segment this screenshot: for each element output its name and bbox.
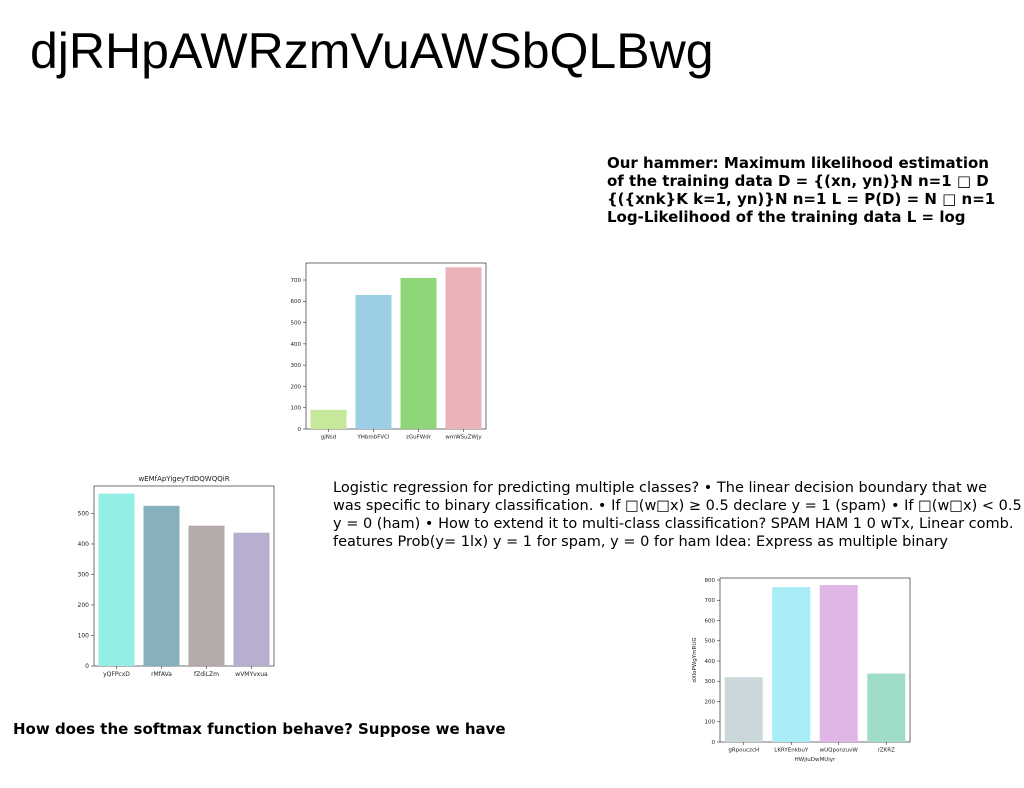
y-tick-label: 600 xyxy=(705,618,716,624)
mle-line-4: Log-Likelihood of the training data L = … xyxy=(607,208,966,226)
y-axis-label: dXloPWgYmRUG xyxy=(692,637,698,682)
y-tick-label: 700 xyxy=(291,278,302,284)
x-tick-label: wVMYvxua xyxy=(235,671,268,678)
bar-wVMYvxua xyxy=(233,532,270,666)
logistic-line-2: was specific to binary classification. •… xyxy=(333,498,1022,514)
mle-line-3: {({xnk}K k=1, yn)}N n=1 L = P(D) = N □ n… xyxy=(607,190,996,208)
y-tick-label: 200 xyxy=(705,699,716,705)
mle-text-block: Our hammer: Maximum likelihood estimatio… xyxy=(607,154,1024,226)
y-tick-label: 200 xyxy=(291,384,302,390)
bar-chart-left: 0 100 200 300 400 500 yQFPcxD rMfAVa fZdiLZm wVMY… xyxy=(78,475,275,678)
x-tick-label: rZKRZ xyxy=(878,748,895,754)
bar-gjNsd xyxy=(310,409,347,429)
y-tick-label: 400 xyxy=(705,659,716,665)
slide-title: djRHpAWRzmVuAWSbQLBwg xyxy=(30,23,714,79)
y-tick-label: 500 xyxy=(705,639,716,645)
logistic-line-4: features Prob(y= 1lx) y = 1 for spam, y … xyxy=(333,534,949,550)
mle-line-2: of the training data D = {(xn, yn)}N n=1… xyxy=(607,172,989,190)
y-tick-label: 100 xyxy=(705,720,716,726)
x-axis-label: HWjiuDwMUiyr xyxy=(795,757,836,763)
bar-chart-top: 0 100 200 300 400 500 600 700 gjNsd YHbmbFVCl zGuF… xyxy=(291,262,487,441)
x-tick-label: zGuFWdr xyxy=(406,435,432,441)
y-tick-label: 0 xyxy=(712,740,716,746)
x-tick-label: gRpouczcH xyxy=(728,748,759,754)
y-tick-label: 100 xyxy=(78,633,90,640)
x-tick-label: gjNsd xyxy=(321,435,337,441)
x-tick-label: wmWSuZWjy xyxy=(445,435,482,441)
bar-fZdiLZm xyxy=(188,525,225,666)
chart-title: wEMfApYigeyTdDQWQQiR xyxy=(138,475,229,483)
x-tick-label: LKRYEnkbuY xyxy=(774,748,809,754)
y-tick-label: 600 xyxy=(291,299,302,305)
y-tick-label: 700 xyxy=(705,598,716,604)
bar-rZKRZ xyxy=(867,673,906,742)
y-tick-label: 800 xyxy=(705,578,716,584)
y-tick-label: 300 xyxy=(291,363,302,369)
x-tick-label: YHbmbFVCl xyxy=(356,435,390,441)
bar-gRpouczcH xyxy=(724,677,763,742)
y-tick-label: 200 xyxy=(78,602,90,609)
y-tick-label: 0 xyxy=(298,427,302,433)
bar-wUQponzuvW xyxy=(819,585,858,742)
y-tick-label: 500 xyxy=(78,511,90,518)
logistic-text-block: Logistic regression for predicting multi… xyxy=(333,479,1022,551)
logistic-line-1: Logistic regression for predicting multi… xyxy=(333,480,988,496)
x-tick-label: yQFPcxD xyxy=(103,671,130,678)
y-tick-label: 0 xyxy=(85,663,89,670)
y-tick-label: 400 xyxy=(291,342,302,348)
x-tick-label: rMfAVa xyxy=(151,671,172,678)
mle-line-1: Our hammer: Maximum likelihood estimatio… xyxy=(607,154,989,172)
y-tick-label: 300 xyxy=(78,572,90,579)
bar-rMfAVa xyxy=(143,505,180,666)
x-tick-label: fZdiLZm xyxy=(194,671,219,678)
x-tick-label: wUQponzuvW xyxy=(820,748,859,754)
bar-yQFPcxD xyxy=(98,493,135,666)
softmax-text: How does the softmax function behave? Su… xyxy=(13,720,506,738)
y-tick-label: 500 xyxy=(291,321,302,327)
y-tick-label: 400 xyxy=(78,541,90,548)
logistic-line-3: y = 0 (ham) • How to extend it to multi-… xyxy=(333,516,1014,532)
bar-wmWSuZWjy xyxy=(445,267,482,429)
y-tick-label: 300 xyxy=(705,679,716,685)
bar-chart-right: 0 100 200 300 400 500 600 700 800 gRpouczcH LKRYEn… xyxy=(692,577,911,763)
bar-zGuFWdr xyxy=(400,277,437,429)
y-tick-label: 100 xyxy=(291,406,302,412)
bar-LKRYEnkbuY xyxy=(772,587,811,742)
bar-YHbmbFVCl xyxy=(355,294,392,429)
